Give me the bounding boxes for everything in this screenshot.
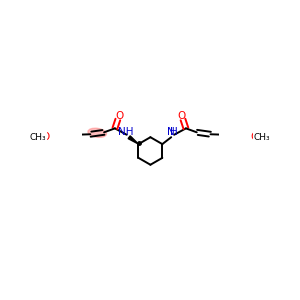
Text: CH₃: CH₃ — [254, 133, 270, 142]
Text: N: N — [167, 127, 175, 137]
Text: CH₃: CH₃ — [30, 133, 46, 142]
Polygon shape — [128, 136, 139, 144]
Text: O: O — [41, 132, 49, 142]
Text: O: O — [116, 111, 124, 121]
Ellipse shape — [88, 128, 106, 137]
Text: H: H — [170, 127, 178, 137]
Text: O: O — [177, 111, 186, 121]
Text: NH: NH — [118, 127, 134, 137]
Text: O: O — [250, 132, 259, 142]
